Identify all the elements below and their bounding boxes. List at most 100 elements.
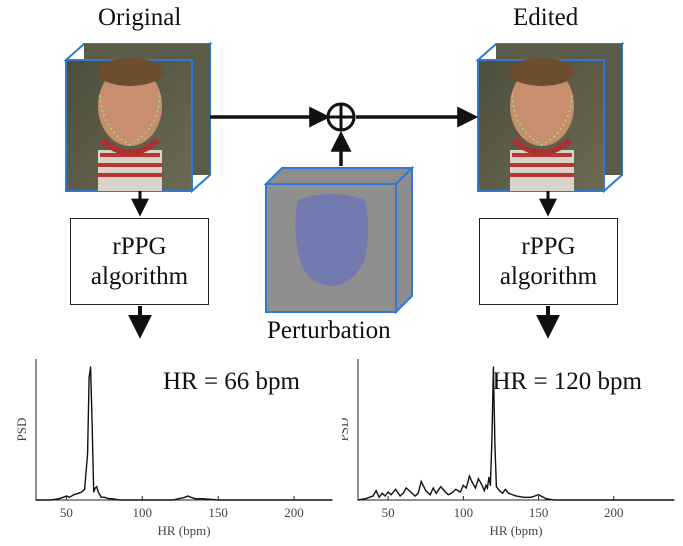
right-psd-point bbox=[395, 488, 397, 490]
left-psd-point bbox=[141, 499, 143, 501]
left-psd-point bbox=[293, 499, 295, 501]
left-psd-point bbox=[156, 499, 158, 501]
right-psd-line bbox=[357, 366, 674, 501]
right-psd-point bbox=[429, 494, 431, 496]
right-psd-point bbox=[372, 495, 374, 497]
left-psd-point bbox=[172, 499, 174, 501]
right-psd-point bbox=[402, 492, 404, 494]
right-tick-label-150: 150 bbox=[529, 505, 549, 520]
right-psd-point bbox=[471, 482, 473, 484]
left-psd-point bbox=[73, 494, 75, 496]
left-psd-point bbox=[88, 377, 90, 379]
left-psd-point bbox=[58, 498, 60, 500]
left-psd-point bbox=[97, 491, 99, 493]
right-psd-point bbox=[483, 490, 485, 492]
left-psd-point bbox=[87, 452, 89, 455]
left-psd-point bbox=[190, 496, 192, 498]
right-x-label: HR (bpm) bbox=[489, 523, 542, 538]
left-psd-point bbox=[84, 488, 86, 490]
right-psd-point bbox=[384, 495, 386, 497]
algo-right-line1: rPPG bbox=[521, 232, 576, 260]
left-psd-point bbox=[308, 499, 310, 501]
right-y-label: PSD bbox=[342, 418, 351, 442]
right-psd-point bbox=[613, 499, 615, 501]
left-psd-point bbox=[111, 498, 113, 500]
edited-video-frames bbox=[475, 41, 625, 194]
right-psd-point bbox=[495, 486, 497, 488]
left-psd-point bbox=[232, 499, 234, 501]
right-tick-label-50: 50 bbox=[382, 505, 395, 520]
perturbation-label: Perturbation bbox=[267, 317, 391, 344]
right-psd-point bbox=[494, 443, 496, 445]
rppg-algorithm-box-right: rPPG algorithm bbox=[479, 218, 618, 305]
left-psd-point bbox=[94, 487, 96, 489]
right-psd-point bbox=[387, 491, 389, 493]
left-psd-point bbox=[331, 499, 333, 501]
right-psd-point bbox=[375, 490, 377, 492]
left-tick-label-50: 50 bbox=[60, 505, 73, 520]
right-psd-point bbox=[498, 490, 500, 492]
original-label: Original bbox=[98, 4, 182, 31]
right-psd-point bbox=[522, 496, 525, 498]
algo-left-line1: rPPG bbox=[112, 232, 167, 260]
left-psd-point bbox=[80, 491, 83, 493]
left-psd-point bbox=[247, 499, 250, 501]
right-psd-point bbox=[357, 499, 359, 501]
left-psd-point bbox=[65, 495, 67, 497]
psd-plot-edited: 50 100 150 200 HR = 120 bpm HR (bpm) PSD bbox=[342, 359, 675, 538]
left-psd-point bbox=[217, 499, 219, 501]
algo-right-line2: algorithm bbox=[499, 262, 598, 290]
right-psd-point bbox=[364, 498, 367, 500]
left-psd-point bbox=[184, 496, 186, 498]
left-psd-point bbox=[103, 496, 105, 498]
right-psd-point bbox=[399, 495, 401, 497]
right-psd-point bbox=[545, 498, 547, 500]
flow-diagram bbox=[63, 41, 625, 339]
right-psd-point bbox=[405, 487, 407, 489]
left-tick-label-150: 150 bbox=[208, 505, 228, 520]
right-psd-point bbox=[489, 484, 491, 486]
left-psd-point bbox=[194, 498, 196, 500]
left-tick-label-100: 100 bbox=[133, 505, 153, 520]
left-tick-label-200: 200 bbox=[284, 505, 304, 520]
sum-operator bbox=[326, 102, 356, 132]
left-psd-point bbox=[62, 496, 64, 498]
left-psd-point bbox=[278, 499, 280, 501]
right-psd-point bbox=[486, 487, 488, 489]
right-psd-point bbox=[465, 487, 467, 489]
right-psd-point bbox=[530, 496, 532, 498]
right-psd-point bbox=[485, 484, 487, 486]
left-psd-point bbox=[93, 491, 95, 493]
left-psd-point bbox=[35, 499, 37, 501]
left-psd-point bbox=[50, 499, 52, 501]
right-psd-point bbox=[477, 478, 479, 480]
original-video-frames bbox=[63, 41, 213, 194]
right-psd-point bbox=[381, 492, 383, 494]
algo-left-line2: algorithm bbox=[90, 262, 189, 290]
left-psd-point bbox=[100, 496, 102, 498]
right-psd-point bbox=[440, 486, 442, 488]
left-y-label: PSD bbox=[14, 418, 29, 442]
right-psd-point bbox=[568, 499, 570, 501]
right-psd-point bbox=[417, 492, 419, 494]
right-tick-label-100: 100 bbox=[454, 505, 474, 520]
left-psd-point bbox=[90, 366, 92, 368]
right-psd-point bbox=[432, 487, 434, 489]
right-psd-point bbox=[425, 490, 427, 492]
left-psd-point bbox=[77, 492, 80, 494]
face-image bbox=[98, 66, 162, 146]
right-psd-point bbox=[553, 499, 555, 501]
right-psd-point bbox=[420, 480, 422, 482]
edited-face-image bbox=[510, 66, 574, 146]
right-hr-annotation: HR = 120 bpm bbox=[492, 368, 642, 395]
right-psd-point bbox=[583, 499, 585, 501]
left-psd-point bbox=[126, 499, 128, 501]
right-psd-point bbox=[491, 439, 493, 441]
perturbation-mask bbox=[295, 194, 369, 286]
right-psd-point bbox=[414, 495, 416, 497]
left-psd-point bbox=[96, 486, 98, 488]
right-psd-point bbox=[450, 492, 452, 494]
left-hr-annotation: HR = 66 bpm bbox=[163, 368, 301, 395]
right-psd-point bbox=[390, 494, 392, 496]
right-psd-point bbox=[507, 492, 510, 494]
